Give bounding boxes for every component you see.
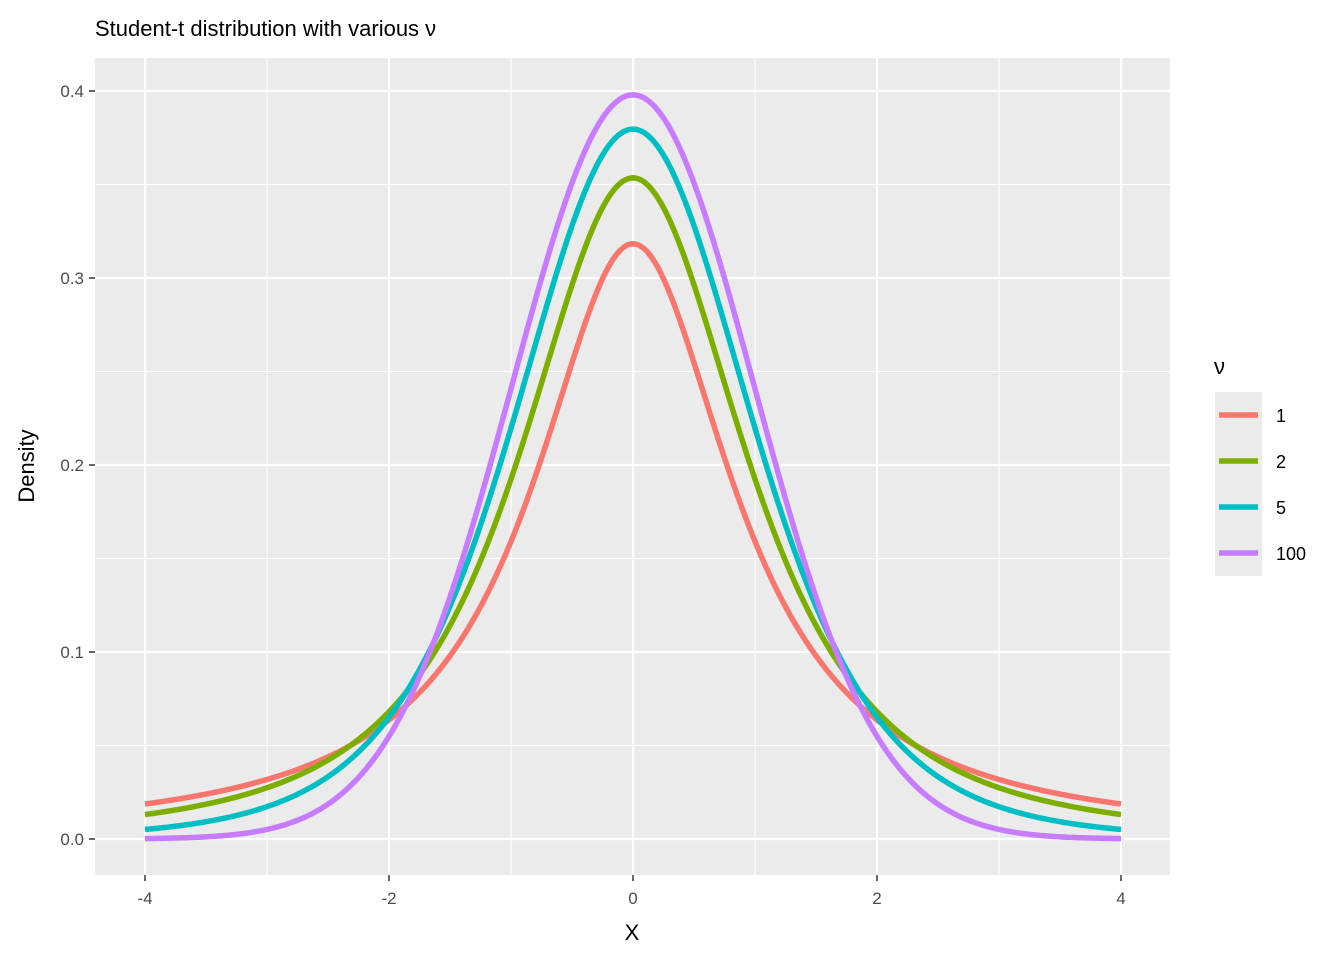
y-tick-label: 0.0 [60, 830, 84, 849]
y-tick-label: 0.4 [60, 82, 84, 101]
chart-title: Student-t distribution with various ν [95, 16, 436, 41]
series-line-2 [144, 175, 1122, 818]
x-axis: -4 -2 0 2 4 [137, 875, 1126, 908]
x-axis-label: X [625, 920, 640, 945]
y-axis: 0.0 0.1 0.2 0.3 0.4 [60, 82, 95, 849]
y-tick-label: 0.3 [60, 269, 84, 288]
legend: ν 1 2 5 100 [1214, 354, 1306, 576]
y-axis-label: Density [14, 429, 39, 502]
x-tick-label: 0 [628, 889, 637, 908]
series-line-1 [144, 241, 1122, 807]
legend-label-100: 100 [1276, 544, 1306, 564]
series-lines [144, 92, 1122, 842]
x-tick-label: 4 [1116, 889, 1125, 908]
y-tick-label: 0.1 [60, 643, 84, 662]
x-tick-label: -4 [137, 889, 152, 908]
series-line-100 [144, 92, 1122, 842]
legend-label-1: 1 [1276, 406, 1286, 426]
legend-label-5: 5 [1276, 498, 1286, 518]
legend-title: ν [1214, 354, 1225, 379]
legend-label-2: 2 [1276, 452, 1286, 472]
x-tick-label: 2 [872, 889, 881, 908]
x-tick-label: -2 [381, 889, 396, 908]
series-line-5 [144, 126, 1122, 833]
y-tick-label: 0.2 [60, 456, 84, 475]
legend-key-background [1215, 392, 1262, 576]
